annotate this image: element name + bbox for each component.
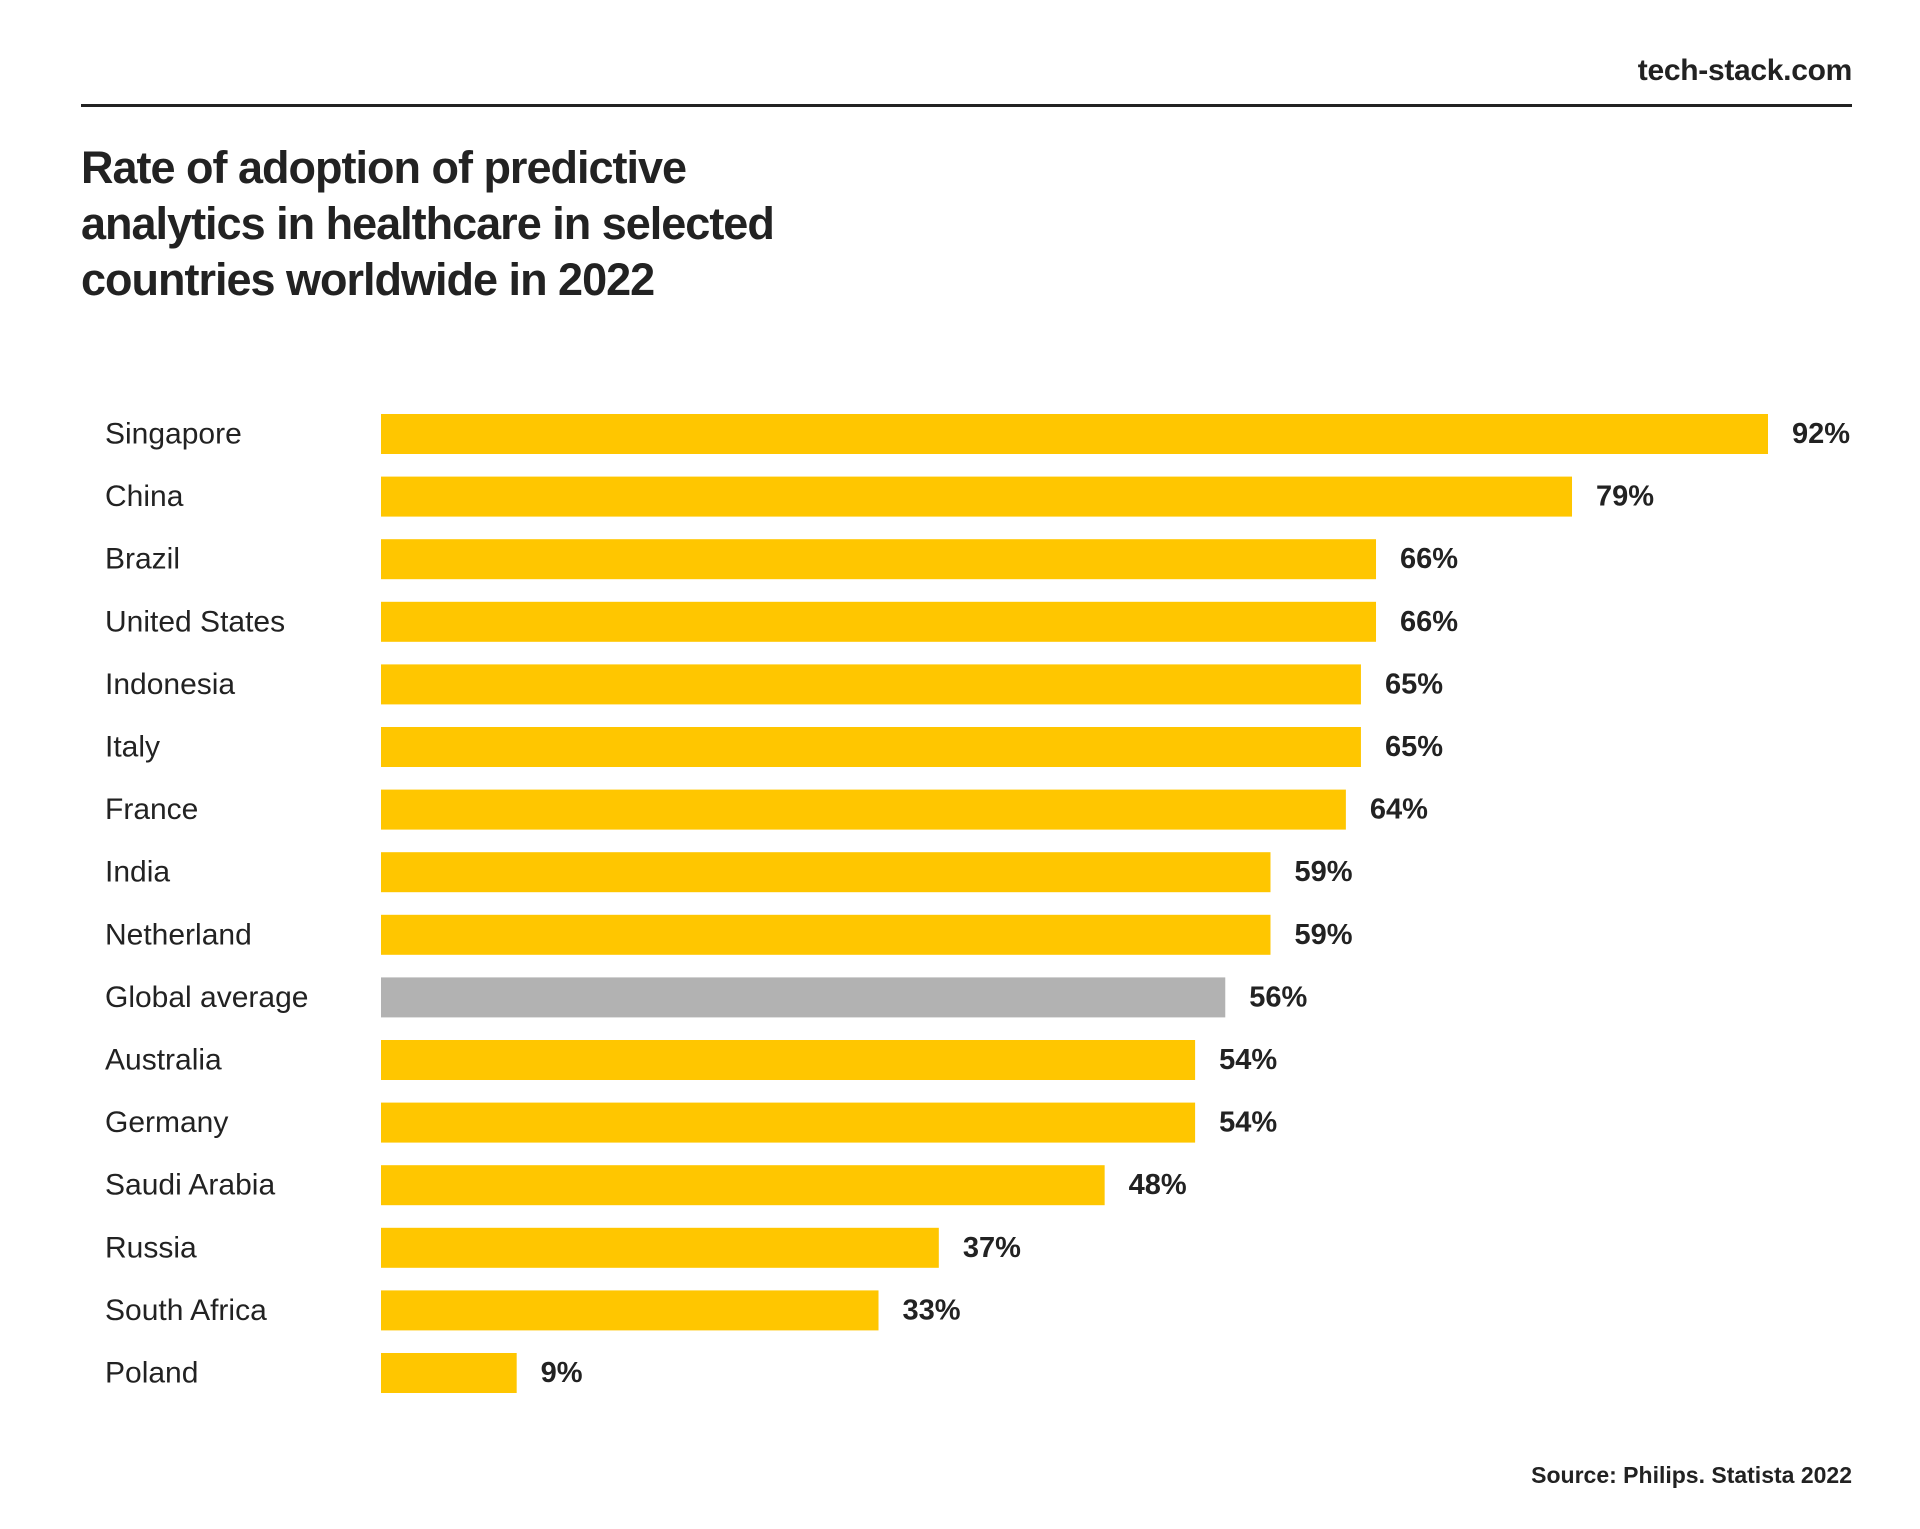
bar-italy	[381, 727, 1361, 767]
category-label-russia: Russia	[105, 1231, 197, 1264]
bar-netherland	[381, 914, 1271, 955]
value-label-saudi-arabia: 48%	[1129, 1169, 1187, 1201]
value-label-italy: 65%	[1385, 731, 1443, 763]
category-label-australia: Australia	[105, 1044, 222, 1077]
bar-global-average	[381, 977, 1226, 1018]
value-label-france: 64%	[1370, 794, 1428, 826]
source-note: Source: Philips. Statista 2022	[1531, 1462, 1852, 1488]
chart-title: Rate of adoption of predictive analytics…	[81, 142, 775, 305]
bar-brazil	[381, 539, 1377, 580]
bar-indonesia	[381, 664, 1361, 705]
category-label-united-states: United States	[105, 605, 285, 638]
bar-russia	[381, 1227, 939, 1268]
category-label-france: France	[105, 793, 198, 826]
bar-united-states	[381, 601, 1377, 642]
category-label-singapore: Singapore	[105, 418, 242, 451]
value-label-global-average: 56%	[1249, 981, 1307, 1013]
bar-singapore	[381, 414, 1768, 454]
bar-france	[381, 789, 1346, 830]
bar-poland	[381, 1353, 517, 1393]
bar-germany	[381, 1102, 1196, 1143]
category-label-poland: Poland	[105, 1357, 198, 1390]
bar-india	[381, 852, 1271, 893]
value-label-india: 59%	[1294, 856, 1352, 888]
category-label-global-average: Global average	[105, 981, 308, 1014]
category-label-india: India	[105, 856, 170, 889]
value-label-china: 79%	[1596, 481, 1654, 513]
value-label-netherland: 59%	[1294, 919, 1352, 951]
category-label-indonesia: Indonesia	[105, 668, 235, 701]
value-label-singapore: 92%	[1792, 418, 1850, 450]
header-rule	[81, 104, 1852, 107]
value-label-south-africa: 33%	[903, 1294, 961, 1326]
value-label-germany: 54%	[1219, 1107, 1277, 1139]
category-label-germany: Germany	[105, 1106, 228, 1139]
bar-saudi-arabia	[381, 1165, 1105, 1206]
value-label-poland: 9%	[541, 1357, 583, 1389]
value-label-indonesia: 65%	[1385, 668, 1443, 700]
brand-label: tech-stack.com	[1637, 54, 1853, 87]
category-label-italy: Italy	[105, 731, 160, 764]
value-label-brazil: 66%	[1400, 543, 1458, 575]
value-label-russia: 37%	[963, 1232, 1021, 1264]
category-label-saudi-arabia: Saudi Arabia	[105, 1169, 275, 1202]
category-label-south-africa: South Africa	[105, 1294, 267, 1327]
bar-australia	[381, 1040, 1196, 1080]
bar-china	[381, 476, 1573, 517]
value-label-united-states: 66%	[1400, 606, 1458, 638]
value-label-australia: 54%	[1219, 1044, 1277, 1076]
category-label-netherland: Netherland	[105, 918, 252, 951]
bar-south-africa	[381, 1290, 879, 1331]
category-label-china: China	[105, 480, 184, 513]
category-label-brazil: Brazil	[105, 543, 180, 576]
